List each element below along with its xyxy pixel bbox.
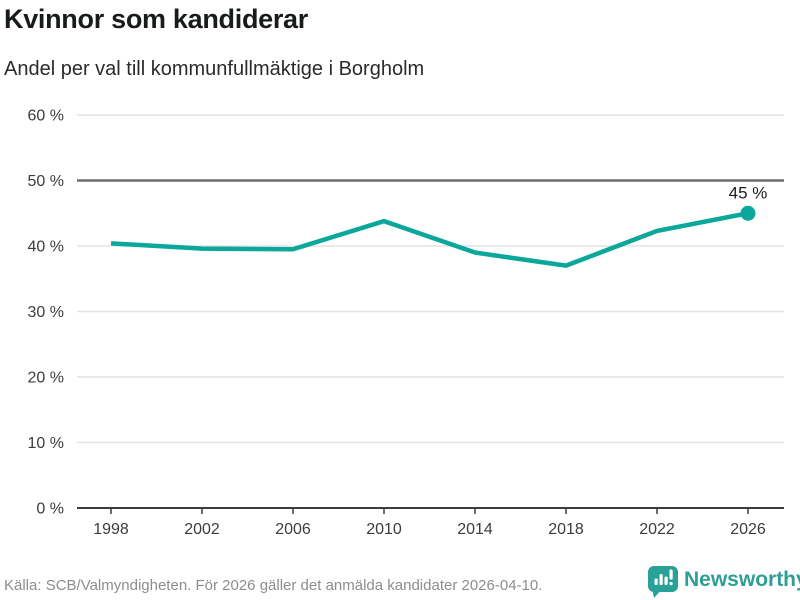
y-tick-label: 20 % [28,370,64,387]
y-tick-label: 40 % [28,239,64,256]
newsworthy-logo-icon [648,566,678,598]
data-point-marker [740,205,756,221]
brand-name: Newsworthy [684,568,800,591]
data-line [110,211,749,268]
x-tick-label: 2014 [457,521,493,538]
source-note: Källa: SCB/Valmyndigheten. För 2026 gäll… [4,577,543,594]
x-tick-label: 2022 [639,521,675,538]
y-tick-label: 50 % [28,173,64,190]
x-tick-label: 2010 [366,521,402,538]
y-tick-label: 60 % [28,108,64,125]
y-tick-label: 10 % [28,435,64,452]
y-tick-label: 30 % [28,304,64,321]
x-tick-label: 2026 [730,521,766,538]
data-point-label: 45 % [729,183,768,202]
chart-title: Kvinnor som kandiderar [4,4,308,34]
chart-subtitle: Andel per val till kommunfullmäktige i B… [4,58,425,80]
x-tick-label: 2006 [275,521,311,538]
y-tick-label: 0 % [36,501,64,518]
x-tick-label: 2018 [548,521,584,538]
x-tick-label: 1998 [93,521,129,538]
x-tick-label: 2002 [184,521,220,538]
